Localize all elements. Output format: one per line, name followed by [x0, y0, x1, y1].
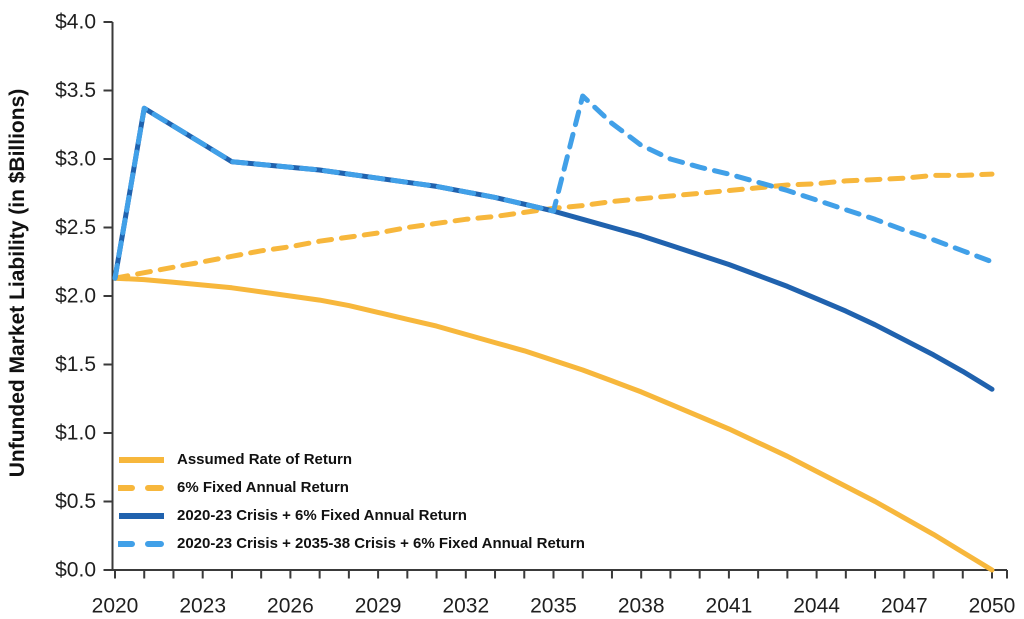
- legend-line-sample: [119, 512, 164, 519]
- y-tick-label: $0.0: [55, 559, 96, 582]
- x-tick-label: 2023: [179, 594, 226, 617]
- legend-label: 6% Fixed Annual Return: [177, 479, 349, 496]
- series-line-0: [112, 275, 995, 573]
- legend-label: 2020-23 Crisis + 6% Fixed Annual Return: [177, 507, 467, 524]
- series-line-3: [112, 93, 995, 281]
- y-tick-label: $2.0: [55, 285, 96, 308]
- x-tick-label: 2026: [267, 594, 314, 617]
- y-tick-label: $0.5: [55, 490, 96, 513]
- series-line-2: [112, 105, 995, 392]
- legend-line-sample: [118, 484, 165, 491]
- x-tick-label: 2050: [969, 594, 1016, 617]
- legend-label: Assumed Rate of Return: [177, 451, 353, 468]
- x-tick-label: 2035: [530, 594, 577, 617]
- x-tick-label: 2032: [442, 594, 489, 617]
- legend-label: 2020-23 Crisis + 2035-38 Crisis + 6% Fix…: [177, 535, 585, 552]
- x-tick-label: 2041: [706, 594, 753, 617]
- y-tick-label: $3.0: [55, 148, 96, 171]
- x-tick-label: 2020: [92, 594, 139, 617]
- x-tick-label: 2044: [793, 594, 840, 617]
- y-axis-title: Unfunded Market Liability (in $Billions): [6, 88, 29, 478]
- legend-item-2: 2020-23 Crisis + 6% Fixed Annual Return: [118, 505, 585, 526]
- x-tick-label: 2038: [618, 594, 665, 617]
- y-tick-label: $2.5: [55, 216, 96, 239]
- y-tick-label: $1.0: [55, 422, 96, 445]
- legend-line-sample: [119, 456, 164, 463]
- y-tick-label: $1.5: [55, 353, 96, 376]
- series-line-1: [112, 171, 995, 281]
- x-tick-label: 2047: [881, 594, 928, 617]
- y-tick-label: $4.0: [55, 11, 96, 34]
- x-tick-label: 2029: [355, 594, 402, 617]
- legend-line-sample: [118, 540, 165, 547]
- legend: Assumed Rate of Return 6% Fixed Annual Re…: [118, 449, 585, 554]
- axes: [103, 21, 1008, 579]
- y-tick-label: $3.5: [55, 79, 96, 102]
- legend-item-3: 2020-23 Crisis + 2035-38 Crisis + 6% Fix…: [118, 533, 585, 554]
- legend-item-1: 6% Fixed Annual Return: [118, 477, 585, 498]
- legend-item-0: Assumed Rate of Return: [118, 449, 585, 470]
